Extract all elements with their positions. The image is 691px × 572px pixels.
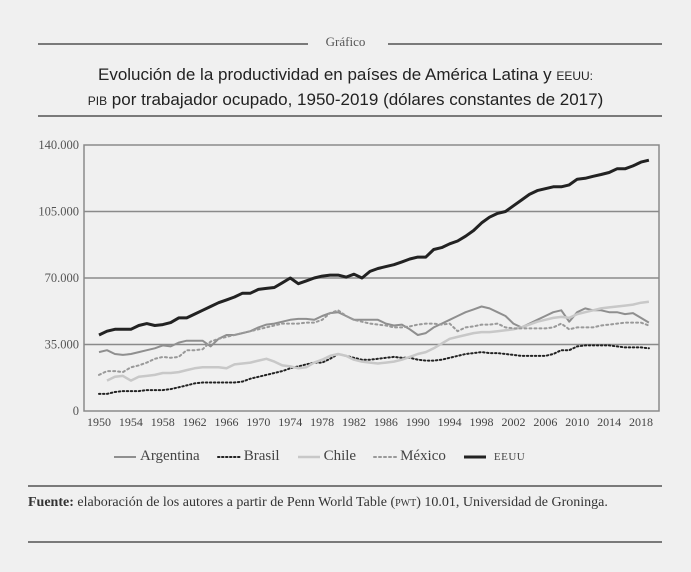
x-tick-label: 1978 <box>310 415 334 429</box>
figure-label: Gráfico <box>325 34 366 49</box>
legend-label: México <box>400 448 446 464</box>
x-tick-label: 1958 <box>151 415 175 429</box>
legend-item-chile: Chile <box>296 448 357 465</box>
x-tick-label: 2002 <box>501 415 525 429</box>
x-tick-label: 2018 <box>629 415 653 429</box>
x-tick-label: 2014 <box>597 415 621 429</box>
source-label: Fuente: <box>28 495 74 510</box>
legend-item-mexico: México <box>372 448 446 465</box>
series-line-brasil <box>98 344 650 395</box>
title-line1: Evolución de la productividad en países … <box>97 65 557 84</box>
title-bottom-rule <box>38 115 662 117</box>
chart-legend: Argentina Brasil Chile México EEUU <box>112 448 541 465</box>
x-tick-label: 1970 <box>246 415 270 429</box>
series-line-eeuu <box>98 158 650 337</box>
x-tick-label: 1982 <box>342 415 366 429</box>
x-tick-label: 1998 <box>470 415 494 429</box>
top-rule-left <box>38 43 308 45</box>
legend-item-brasil: Brasil <box>216 448 280 465</box>
legend-swatch <box>114 455 136 458</box>
legend-label: Argentina <box>140 448 200 464</box>
series-line-chile <box>106 300 650 382</box>
title-pib: PIB <box>87 94 108 108</box>
line-chart: 0 35.000 70.000 105.000 140.000 1950 1954 1958… <box>38 138 660 429</box>
title-eeuu: EEUU: <box>556 69 594 83</box>
legend-swatch <box>297 455 320 458</box>
legend-swatch <box>463 455 486 458</box>
legend-item-argentina: Argentina <box>112 448 200 465</box>
source-top-rule <box>28 485 662 487</box>
legend-item-eeuu: EEUU <box>462 451 525 463</box>
x-tick-label: 1986 <box>374 415 398 429</box>
x-tick-label: 1994 <box>438 415 462 429</box>
legend-label: Brasil <box>243 448 280 464</box>
x-tick-label: 1962 <box>183 415 207 429</box>
title-line2: por trabajador ocupado, 1950-2019 (dólar… <box>107 90 604 109</box>
top-rule-right <box>388 43 662 45</box>
x-tick-label: 1966 <box>215 415 239 429</box>
legend-swatch <box>216 455 241 458</box>
source-pwt: pwt <box>395 495 417 510</box>
x-tick-label: 2010 <box>565 415 589 429</box>
chart-title: Evolución de la productividad en países … <box>0 63 691 113</box>
y-tick-label: 105.000 <box>38 205 79 219</box>
x-tick-label: 1950 <box>87 415 111 429</box>
x-tick-label: 1974 <box>278 415 302 429</box>
source-note: Fuente: elaboración de los autores a par… <box>28 493 662 512</box>
y-tick-label: 0 <box>73 404 79 418</box>
source-text-1: elaboración de los autores a partir de P… <box>73 495 396 510</box>
series-line-argentina <box>98 305 650 356</box>
y-tick-label: 35.000 <box>45 338 79 352</box>
y-tick-label: 140.000 <box>38 138 79 152</box>
y-tick-label: 70.000 <box>45 271 79 285</box>
x-tick-label: 1954 <box>119 415 143 429</box>
source-text-2: ) 10.01, Universidad de Groninga. <box>416 495 608 510</box>
x-tick-label: 1990 <box>406 415 430 429</box>
x-tick-label: 2006 <box>533 415 557 429</box>
source-bottom-rule <box>28 541 662 543</box>
legend-swatch <box>373 455 398 458</box>
legend-label: EEUU <box>493 450 526 463</box>
legend-label: Chile <box>323 448 357 464</box>
